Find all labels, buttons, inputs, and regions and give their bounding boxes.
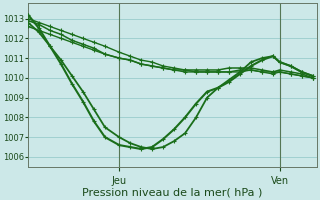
X-axis label: Pression niveau de la mer( hPa ): Pression niveau de la mer( hPa ) [83, 187, 263, 197]
